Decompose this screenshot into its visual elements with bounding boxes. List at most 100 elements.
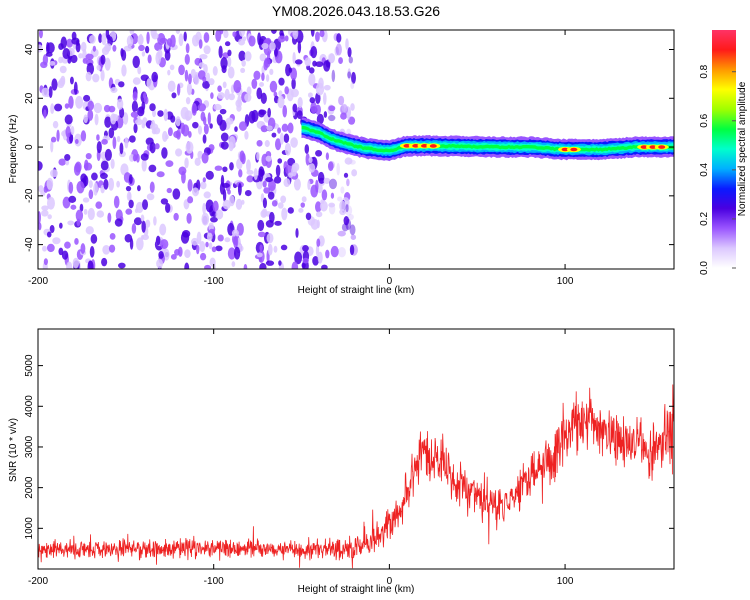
- noise-blob: [104, 116, 112, 128]
- noise-blob: [185, 43, 190, 54]
- spectrogram-y-label: Frequency (Hz): [8, 115, 19, 184]
- noise-blob: [64, 154, 71, 161]
- noise-blob: [284, 142, 292, 156]
- noise-blob: [206, 232, 213, 241]
- noise-blob: [220, 132, 229, 142]
- noise-blob: [237, 95, 242, 106]
- noise-blob: [141, 220, 146, 233]
- noise-blob: [64, 103, 70, 109]
- noise-blob: [175, 116, 181, 127]
- snr-background: [38, 329, 674, 569]
- noise-blob: [231, 229, 239, 238]
- noise-blob: [83, 208, 88, 215]
- noise-blob: [200, 181, 207, 190]
- noise-blob: [130, 111, 139, 118]
- noise-blob: [56, 129, 60, 142]
- noise-blob: [328, 202, 336, 208]
- noise-blob: [327, 53, 336, 63]
- noise-blob: [83, 114, 88, 124]
- noise-blob: [152, 109, 157, 118]
- noise-blob: [187, 73, 192, 85]
- ridge-peak: [421, 144, 429, 148]
- noise-blob: [82, 197, 90, 203]
- noise-blob: [325, 152, 330, 161]
- noise-blob: [72, 257, 80, 269]
- noise-blob: [171, 92, 177, 99]
- noise-blob: [278, 90, 283, 97]
- noise-blob: [166, 38, 173, 46]
- noise-blob: [217, 234, 224, 242]
- noise-blob: [328, 178, 338, 190]
- noise-blob: [114, 218, 123, 227]
- y-tick-label: -40: [24, 237, 35, 252]
- noise-blob: [267, 243, 273, 256]
- noise-blob: [76, 218, 81, 227]
- noise-blob: [238, 169, 243, 178]
- noise-blob: [231, 261, 236, 268]
- noise-blob: [330, 192, 335, 199]
- noise-blob: [270, 30, 277, 34]
- noise-blob: [148, 164, 157, 173]
- noise-blob: [85, 152, 92, 160]
- ridge-peak: [570, 147, 578, 152]
- noise-blob: [183, 31, 187, 42]
- noise-blob: [346, 111, 351, 121]
- noise-blob: [227, 189, 231, 195]
- noise-blob: [157, 110, 164, 117]
- noise-blob: [229, 162, 234, 171]
- noise-blob: [251, 78, 258, 89]
- noise-blob: [66, 261, 73, 269]
- noise-blob: [100, 54, 106, 65]
- noise-blob: [294, 251, 303, 265]
- noise-blob: [101, 32, 107, 46]
- noise-blob: [294, 59, 303, 65]
- noise-blob: [328, 105, 336, 112]
- noise-blob: [129, 30, 135, 35]
- noise-blob: [343, 172, 349, 178]
- y-tick-label: 4000: [24, 395, 35, 418]
- noise-blob: [145, 219, 151, 228]
- noise-blob: [52, 120, 59, 129]
- x-tick-label: 100: [557, 576, 574, 587]
- noise-blob: [108, 244, 116, 253]
- noise-blob: [159, 37, 168, 44]
- noise-blob: [234, 246, 241, 260]
- noise-blob: [323, 177, 331, 184]
- snr-y-label: SNR (10 * v/v): [8, 418, 19, 482]
- noise-blob: [269, 80, 278, 93]
- noise-blob: [205, 199, 214, 213]
- noise-blob: [256, 151, 260, 161]
- noise-blob: [172, 188, 181, 200]
- noise-blob: [284, 86, 289, 95]
- noise-blob: [103, 178, 109, 190]
- noise-blob: [292, 51, 296, 65]
- noise-blob: [337, 230, 346, 237]
- noise-blob: [323, 92, 327, 105]
- noise-blob: [136, 237, 144, 251]
- noise-blob: [93, 102, 103, 114]
- noise-blob: [317, 251, 323, 264]
- noise-blob: [227, 56, 232, 68]
- noise-blob: [187, 179, 193, 192]
- noise-blob: [341, 103, 348, 113]
- y-tick-label: -20: [24, 188, 35, 203]
- spectrogram-y-ticks: -40 -20 0 20 40: [24, 44, 674, 252]
- noise-blob: [160, 239, 169, 250]
- noise-blob: [101, 138, 108, 145]
- colorbar-tick-label: 0.0: [699, 261, 710, 275]
- noise-blob: [158, 251, 164, 259]
- noise-blob: [112, 44, 117, 52]
- noise-blob: [315, 92, 321, 105]
- noise-blob: [96, 64, 101, 71]
- noise-blob: [41, 245, 47, 252]
- noise-blob: [214, 165, 223, 171]
- noise-blob: [292, 103, 298, 113]
- noise-blob: [296, 110, 303, 120]
- noise-blob: [96, 141, 102, 154]
- noise-blob: [263, 187, 271, 194]
- noise-blob: [310, 30, 315, 37]
- noise-blob: [165, 160, 174, 168]
- noise-blob: [156, 259, 163, 269]
- noise-blob: [184, 262, 190, 269]
